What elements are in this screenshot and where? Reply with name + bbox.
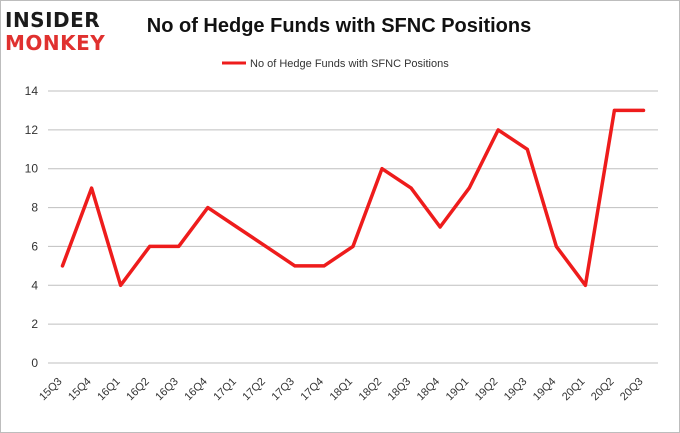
x-tick-label-18Q2: 18Q2: [357, 376, 385, 404]
x-tick-label-20Q3: 20Q3: [618, 376, 646, 404]
logo-line-1: INSIDER: [5, 8, 101, 32]
series-line-0: [60, 108, 646, 288]
y-tick-label-14: 14: [25, 84, 39, 98]
data-point-19Q2: [496, 128, 500, 132]
x-tick-label-17Q1: 17Q1: [211, 376, 239, 404]
data-point-19Q1: [467, 186, 471, 190]
data-point-19Q4: [554, 244, 558, 248]
y-tick-label-4: 4: [31, 278, 38, 292]
data-point-16Q3: [177, 244, 181, 248]
data-point-17Q1: [235, 225, 239, 229]
data-point-17Q2: [264, 244, 268, 248]
data-point-17Q3: [293, 264, 297, 268]
data-point-20Q2: [612, 108, 616, 112]
y-tick-label-12: 12: [25, 123, 39, 137]
data-point-18Q3: [409, 186, 413, 190]
x-tick-label-20Q1: 20Q1: [560, 376, 588, 404]
x-tick-label-16Q1: 16Q1: [95, 376, 123, 404]
y-axis-ticks: 0 2 4 6 8 10 12 14: [25, 84, 39, 370]
x-tick-label-19Q4: 19Q4: [531, 376, 559, 404]
series-group: [60, 108, 646, 288]
x-tick-label-18Q4: 18Q4: [415, 376, 443, 404]
x-tick-label-18Q3: 18Q3: [386, 376, 414, 404]
data-point-18Q2: [380, 167, 384, 171]
data-point-17Q4: [322, 264, 326, 268]
gridlines: [48, 90, 658, 364]
y-tick-label-10: 10: [25, 162, 39, 176]
x-tick-label-19Q2: 19Q2: [473, 376, 501, 404]
insider-monkey-logo: INSIDER MONKEY: [5, 9, 133, 59]
y-tick-label-2: 2: [31, 317, 38, 331]
x-tick-label-17Q2: 17Q2: [240, 376, 268, 404]
data-point-18Q1: [351, 244, 355, 248]
data-point-20Q1: [583, 283, 587, 287]
data-point-15Q4: [90, 186, 94, 190]
y-tick-label-0: 0: [31, 356, 38, 370]
x-tick-label-19Q1: 19Q1: [444, 376, 472, 404]
chart-title: No of Hedge Funds with SFNC Positions: [146, 15, 532, 37]
legend-label: No of Hedge Funds with SFNC Positions: [250, 58, 449, 70]
x-tick-label-15Q4: 15Q4: [66, 376, 94, 404]
data-point-16Q4: [206, 206, 210, 210]
x-tick-label-15Q3: 15Q3: [37, 376, 65, 404]
data-point-20Q3: [641, 108, 645, 112]
data-point-16Q2: [148, 244, 152, 248]
data-point-19Q3: [525, 147, 529, 151]
x-tick-label-19Q3: 19Q3: [502, 376, 530, 404]
y-tick-label-8: 8: [31, 201, 38, 215]
x-tick-label-17Q3: 17Q3: [270, 376, 298, 404]
y-tick-label-6: 6: [31, 239, 38, 253]
legend: No of Hedge Funds with SFNC Positions: [222, 58, 449, 70]
data-point-18Q4: [438, 225, 442, 229]
data-point-16Q1: [119, 283, 123, 287]
x-tick-label-16Q3: 16Q3: [153, 376, 181, 404]
data-point-15Q3: [61, 264, 65, 268]
x-tick-label-18Q1: 18Q1: [328, 376, 356, 404]
x-tick-label-20Q2: 20Q2: [589, 376, 617, 404]
x-tick-label-16Q2: 16Q2: [124, 376, 152, 404]
logo-line-2: MONKEY: [5, 31, 106, 55]
x-tick-label-17Q4: 17Q4: [299, 376, 327, 404]
x-axis-ticks: 15Q3 15Q4 16Q1 16Q2 16Q3 16Q4 17Q1 17Q2 17Q3 17Q4…: [37, 376, 645, 404]
x-tick-label-16Q4: 16Q4: [182, 376, 210, 404]
